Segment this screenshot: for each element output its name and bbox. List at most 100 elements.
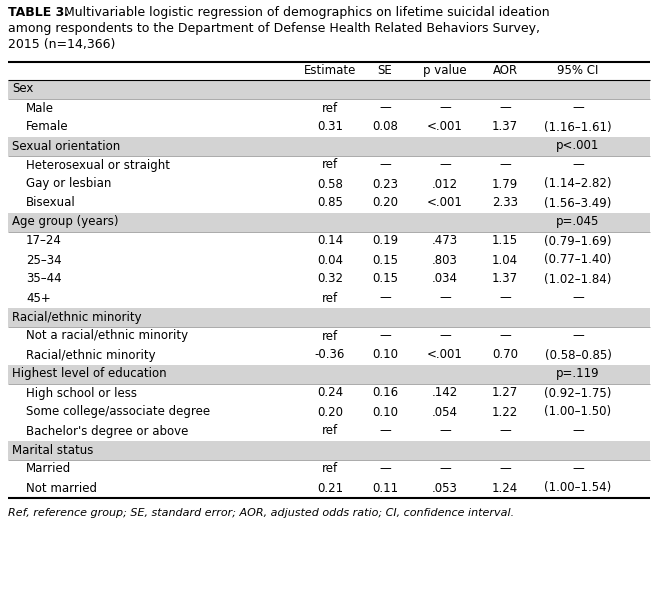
Text: 1.27: 1.27 xyxy=(492,387,518,399)
Text: —: — xyxy=(439,158,451,171)
Text: ref: ref xyxy=(322,330,338,343)
Text: 1.37: 1.37 xyxy=(492,273,518,286)
Text: ref: ref xyxy=(322,292,338,305)
Text: 45+: 45+ xyxy=(26,292,51,305)
Text: TABLE 3.: TABLE 3. xyxy=(8,6,69,19)
Text: AOR: AOR xyxy=(492,64,518,77)
Text: .012: .012 xyxy=(432,177,458,190)
Text: Female: Female xyxy=(26,121,68,133)
Text: (0.79–1.69): (0.79–1.69) xyxy=(544,234,612,248)
Text: p<.001: p<.001 xyxy=(556,139,599,152)
Text: <.001: <.001 xyxy=(427,196,463,209)
Text: Sexual orientation: Sexual orientation xyxy=(12,139,120,152)
Text: 25–34: 25–34 xyxy=(26,253,62,267)
Text: 0.58: 0.58 xyxy=(317,177,343,190)
Text: <.001: <.001 xyxy=(427,121,463,133)
Text: (1.16–1.61): (1.16–1.61) xyxy=(544,121,612,133)
Text: 2.33: 2.33 xyxy=(492,196,518,209)
Text: Not a racial/ethnic minority: Not a racial/ethnic minority xyxy=(26,330,188,343)
Text: Estimate: Estimate xyxy=(304,64,356,77)
Text: Bachelor's degree or above: Bachelor's degree or above xyxy=(26,424,188,437)
Text: —: — xyxy=(499,292,511,305)
Text: (1.00–1.50): (1.00–1.50) xyxy=(544,406,611,418)
Bar xyxy=(8,80,650,99)
Bar xyxy=(8,175,650,194)
Bar xyxy=(8,118,650,137)
Text: 0.21: 0.21 xyxy=(317,481,343,494)
Text: —: — xyxy=(499,462,511,475)
Text: 0.14: 0.14 xyxy=(317,234,343,248)
Text: 17–24: 17–24 xyxy=(26,234,62,248)
Text: Bisexual: Bisexual xyxy=(26,196,76,209)
Text: Racial/ethnic minority: Racial/ethnic minority xyxy=(12,311,141,324)
Text: SE: SE xyxy=(378,64,392,77)
Text: —: — xyxy=(499,424,511,437)
Text: p=.119: p=.119 xyxy=(556,368,600,380)
Bar xyxy=(8,365,650,384)
Text: 1.22: 1.22 xyxy=(492,406,518,418)
Text: —: — xyxy=(379,462,391,475)
Bar xyxy=(8,213,650,232)
Text: ref: ref xyxy=(322,102,338,114)
Text: 1.04: 1.04 xyxy=(492,253,518,267)
Text: —: — xyxy=(572,462,584,475)
Text: Not married: Not married xyxy=(26,481,97,494)
Text: —: — xyxy=(439,424,451,437)
Text: 0.24: 0.24 xyxy=(317,387,343,399)
Text: (0.77–1.40): (0.77–1.40) xyxy=(544,253,612,267)
Bar xyxy=(8,327,650,346)
Text: .803: .803 xyxy=(432,253,458,267)
Text: —: — xyxy=(499,330,511,343)
Text: —: — xyxy=(572,158,584,171)
Text: 0.19: 0.19 xyxy=(372,234,398,248)
Text: p=.045: p=.045 xyxy=(556,215,599,228)
Text: 0.20: 0.20 xyxy=(317,406,343,418)
Bar xyxy=(8,479,650,498)
Bar xyxy=(8,251,650,270)
Text: .473: .473 xyxy=(432,234,458,248)
Text: ref: ref xyxy=(322,158,338,171)
Text: ref: ref xyxy=(322,424,338,437)
Bar xyxy=(8,441,650,460)
Text: Marital status: Marital status xyxy=(12,443,93,456)
Text: 0.15: 0.15 xyxy=(372,253,398,267)
Bar xyxy=(8,384,650,403)
Text: (0.92–1.75): (0.92–1.75) xyxy=(544,387,612,399)
Text: Some college/associate degree: Some college/associate degree xyxy=(26,406,210,418)
Text: —: — xyxy=(439,102,451,114)
Text: —: — xyxy=(572,424,584,437)
Text: —: — xyxy=(439,330,451,343)
Text: 0.11: 0.11 xyxy=(372,481,398,494)
Bar xyxy=(8,62,650,80)
Text: —: — xyxy=(379,330,391,343)
Text: 0.85: 0.85 xyxy=(317,196,343,209)
Bar xyxy=(8,289,650,308)
Text: <.001: <.001 xyxy=(427,349,463,362)
Bar xyxy=(8,346,650,365)
Text: 0.20: 0.20 xyxy=(372,196,398,209)
Text: 0.10: 0.10 xyxy=(372,349,398,362)
Text: Ref, reference group; SE, standard error; AOR, adjusted odds ratio; CI, confiden: Ref, reference group; SE, standard error… xyxy=(8,508,514,518)
Text: 1.37: 1.37 xyxy=(492,121,518,133)
Text: Multivariable logistic regression of demographics on lifetime suicidal ideation: Multivariable logistic regression of dem… xyxy=(60,6,549,19)
Bar xyxy=(8,232,650,251)
Text: —: — xyxy=(379,102,391,114)
Text: among respondents to the Department of Defense Health Related Behaviors Survey,: among respondents to the Department of D… xyxy=(8,22,540,35)
Text: p value: p value xyxy=(423,64,467,77)
Text: Married: Married xyxy=(26,462,71,475)
Text: 0.23: 0.23 xyxy=(372,177,398,190)
Text: Gay or lesbian: Gay or lesbian xyxy=(26,177,111,190)
Text: -0.36: -0.36 xyxy=(315,349,345,362)
Text: High school or less: High school or less xyxy=(26,387,137,399)
Text: Sex: Sex xyxy=(12,83,34,96)
Bar xyxy=(8,308,650,327)
Text: Heterosexual or straight: Heterosexual or straight xyxy=(26,158,170,171)
Text: 0.04: 0.04 xyxy=(317,253,343,267)
Text: .053: .053 xyxy=(432,481,458,494)
Bar xyxy=(8,403,650,422)
Text: 35–44: 35–44 xyxy=(26,273,62,286)
Text: (1.00–1.54): (1.00–1.54) xyxy=(544,481,612,494)
Text: (1.02–1.84): (1.02–1.84) xyxy=(544,273,612,286)
Text: Age group (years): Age group (years) xyxy=(12,215,118,228)
Text: 95% CI: 95% CI xyxy=(557,64,599,77)
